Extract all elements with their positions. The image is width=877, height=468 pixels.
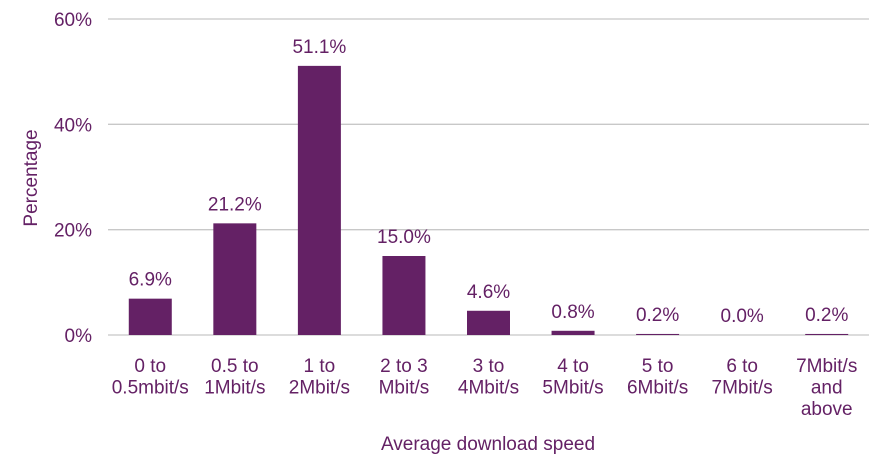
x-tick-label: 0 to 0.5mbit/s <box>112 356 189 399</box>
bar <box>382 256 426 335</box>
x-tick-label: 5 to 6Mbit/s <box>627 356 688 399</box>
x-tick-label: 0.5 to 1Mbit/s <box>204 356 265 399</box>
data-label: 0.2% <box>805 305 848 326</box>
data-label: 21.2% <box>208 194 262 215</box>
bar <box>128 298 172 335</box>
bar <box>213 223 257 335</box>
y-axis-ticks: 0% 20% 40% 60% <box>54 10 92 347</box>
x-tick-label: 7Mbit/s and above <box>796 356 857 420</box>
x-axis-title: Average download speed <box>381 434 595 455</box>
y-tick-label: 20% <box>54 221 92 242</box>
x-tick-label: 1 to 2Mbit/s <box>289 356 350 399</box>
bar <box>551 330 595 335</box>
y-tick-label: 0% <box>65 326 93 347</box>
data-label: 4.6% <box>467 282 510 303</box>
data-label: 0.0% <box>721 306 764 327</box>
bars <box>128 65 849 335</box>
bar <box>805 333 849 335</box>
bar <box>467 310 510 335</box>
x-tick-label: 4 to 5Mbit/s <box>542 356 603 399</box>
bar <box>636 333 680 335</box>
data-label: 0.8% <box>551 302 594 323</box>
data-label: 0.2% <box>636 305 679 326</box>
x-tick-label: 3 to 4Mbit/s <box>458 356 519 399</box>
y-tick-label: 40% <box>54 115 92 136</box>
data-label: 6.9% <box>129 270 172 291</box>
data-label: 15.0% <box>377 227 431 248</box>
data-label: 51.1% <box>292 37 346 58</box>
y-axis-title: Percentage <box>21 129 42 226</box>
x-tick-label: 6 to 7Mbit/s <box>712 356 773 399</box>
y-tick-label: 60% <box>54 10 92 31</box>
data-labels: 6.9% 21.2% 51.1% 15.0% 4.6% 0.8% 0.2% 0.0% 0.2% <box>129 37 849 327</box>
x-tick-label: 2 to 3 Mbit/s <box>379 356 430 399</box>
x-axis-categories: 0 to 0.5mbit/s 0.5 to 1Mbit/s 1 to 2Mbit/s 2 t… <box>112 356 858 420</box>
bar <box>297 65 341 335</box>
